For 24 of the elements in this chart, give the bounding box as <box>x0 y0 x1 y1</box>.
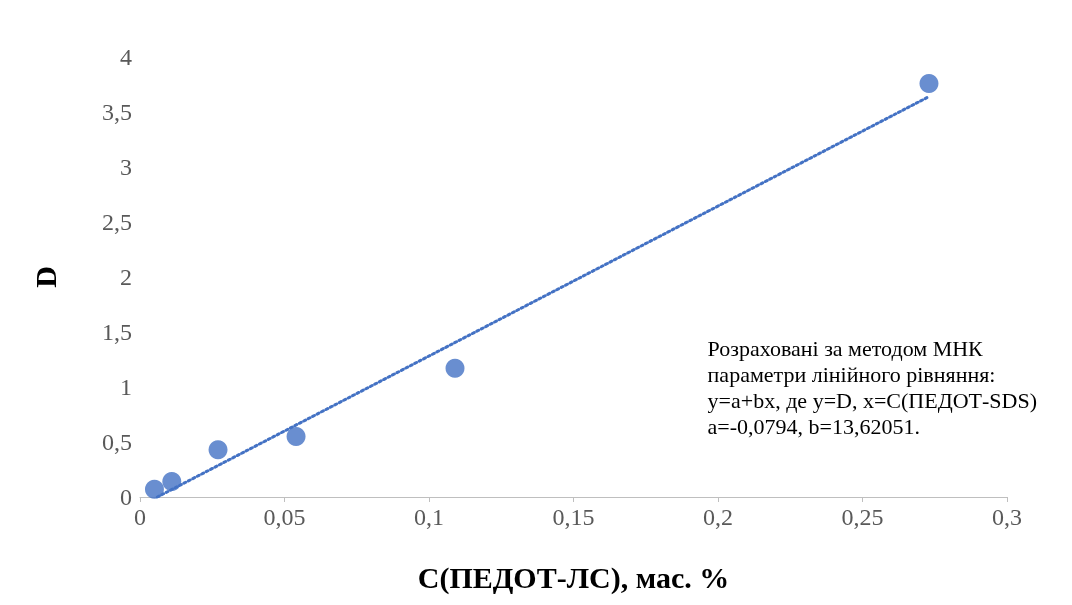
point <box>162 472 182 492</box>
point <box>445 358 465 378</box>
y-tick-label: 1,5 <box>102 319 132 345</box>
y-tick-label: 0,5 <box>102 429 132 455</box>
y-tick-label: 0 <box>120 484 132 510</box>
x-tick-label: 0,2 <box>703 504 733 530</box>
x-tick-label: 0,15 <box>552 504 595 530</box>
y-tick-label: 2,5 <box>102 209 132 235</box>
point <box>919 73 939 93</box>
y-tick-label: 3 <box>120 154 132 180</box>
x-axis-title: C(ПЕДОТ-ЛС), мас. % <box>417 560 730 595</box>
y-tick-label: 3,5 <box>102 99 132 125</box>
annotation: Розраховані за методом МНК параметри лінійного рівняння: y=a+bx, де y=D, x=C(ПЕДОТ-SDS) a=-0,0794, b=13,62051. <box>707 335 1038 439</box>
y-axis-title: D <box>28 266 62 288</box>
x-tick-label: 0,05 <box>263 504 306 530</box>
point <box>286 427 306 446</box>
point <box>144 479 164 499</box>
y-tick-label: 1 <box>120 374 132 400</box>
x-tick-label: 0,1 <box>414 504 444 530</box>
y-tick-label: 4 <box>120 44 132 70</box>
x-tick-label: 0,25 <box>841 504 884 530</box>
y-tick-label: 2 <box>120 264 132 290</box>
x-tick-label: 0,3 <box>992 504 1022 530</box>
point <box>208 440 228 460</box>
